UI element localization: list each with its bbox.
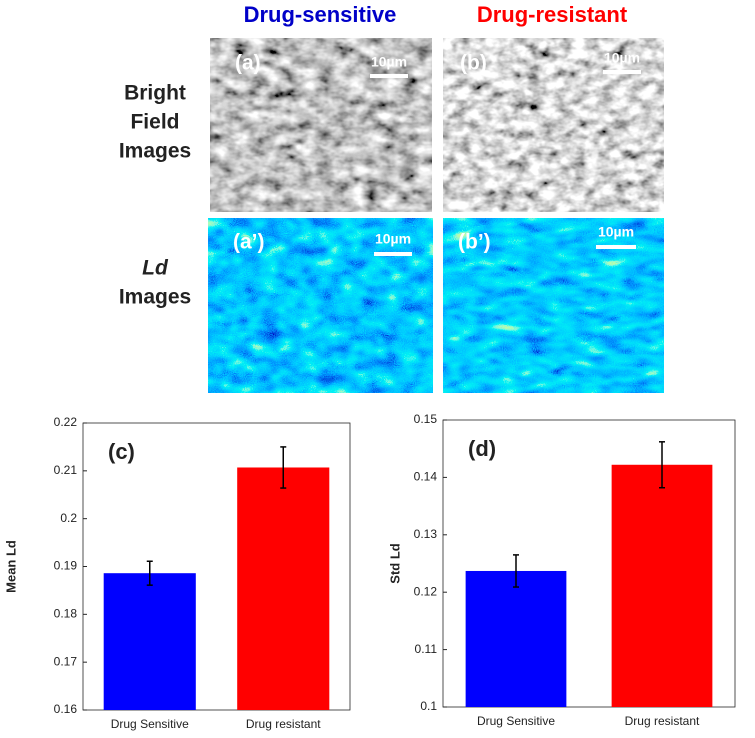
y-tick-label: 0.18 — [54, 607, 78, 621]
y-tick-label: 0.12 — [414, 584, 438, 598]
panel-label: (d) — [468, 436, 496, 461]
y-tick-label: 0.14 — [414, 470, 438, 484]
y-tick-label: 0.13 — [414, 527, 438, 541]
panel-label: (a’) — [233, 231, 265, 254]
bright-field-image — [443, 38, 664, 212]
y-tick-label: 0.22 — [54, 415, 78, 429]
y-axis-label: Mean Ld — [3, 540, 18, 593]
ld-image — [208, 218, 433, 393]
row-title: Ld — [142, 257, 169, 280]
bar — [237, 467, 330, 710]
bar — [103, 573, 196, 710]
row-title: Field — [130, 111, 179, 134]
y-tick-label: 0.21 — [54, 463, 78, 477]
y-tick-label: 0.11 — [415, 642, 438, 656]
bar — [611, 464, 713, 707]
y-tick-label: 0.16 — [54, 702, 78, 716]
panel-label: (b) — [460, 52, 487, 75]
x-tick-label: Drug resistant — [246, 717, 321, 731]
y-tick-label: 0.1 — [420, 699, 437, 713]
panel-label: (b’) — [458, 231, 491, 254]
panel-label: (c) — [108, 439, 135, 464]
scale-label: 10µm — [375, 231, 411, 247]
scale-bars — [370, 70, 641, 256]
scale-label: 10µm — [371, 54, 407, 70]
column-title: Drug-sensitive — [244, 2, 397, 27]
x-tick-label: Drug Sensitive — [477, 714, 555, 728]
scale-label: 10µm — [604, 50, 640, 66]
y-axis-label: Std Ld — [387, 543, 402, 583]
y-tick-label: 0.19 — [54, 559, 78, 573]
panel-label: (a) — [235, 52, 261, 75]
row-title: Images — [119, 140, 191, 163]
bright-field-image — [210, 38, 432, 212]
scale-label: 10µm — [598, 224, 634, 240]
y-tick-label: 0.15 — [414, 412, 438, 426]
y-tick-label: 0.17 — [54, 654, 78, 668]
y-tick-label: 0.2 — [60, 511, 77, 525]
row-title: Images — [119, 286, 191, 309]
x-tick-label: Drug Sensitive — [111, 717, 189, 731]
column-title: Drug-resistant — [477, 2, 628, 27]
row-title: Bright — [124, 82, 186, 105]
bar — [465, 570, 567, 707]
x-tick-label: Drug resistant — [625, 714, 700, 728]
axes-box — [442, 419, 736, 708]
